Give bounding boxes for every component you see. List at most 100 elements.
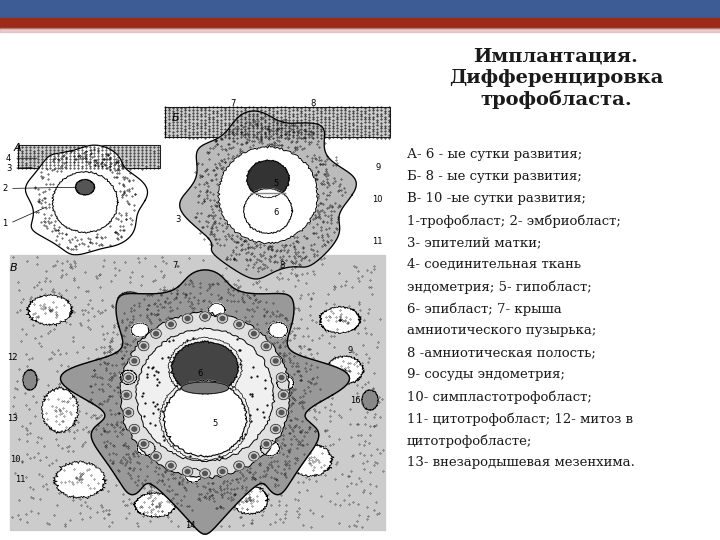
Ellipse shape [132,359,137,363]
Ellipse shape [234,461,244,470]
Ellipse shape [150,329,161,339]
Text: 3: 3 [175,214,181,224]
Text: 7: 7 [172,260,178,269]
Text: 10- симпластотрофобласт;: 10- симпластотрофобласт; [407,390,592,403]
Text: 9- сосуды эндометрия;: 9- сосуды эндометрия; [407,368,565,381]
Ellipse shape [199,312,210,321]
Text: А: А [14,143,22,153]
Ellipse shape [261,341,271,351]
Polygon shape [60,270,350,534]
Text: 8: 8 [279,260,284,269]
Ellipse shape [202,314,207,319]
Ellipse shape [248,451,259,461]
Bar [0,0,720,18]
Bar [0,28,720,32]
Ellipse shape [271,424,281,434]
Polygon shape [117,292,143,308]
Text: 7: 7 [230,98,235,107]
Ellipse shape [168,322,174,326]
Polygon shape [42,386,79,434]
Bar [0,28,392,540]
Ellipse shape [251,454,256,458]
Polygon shape [269,322,288,338]
Text: 5: 5 [212,419,217,428]
Polygon shape [184,468,202,483]
Ellipse shape [126,375,131,380]
Ellipse shape [129,424,140,434]
Text: 11- цитотрофобласт; 12- митоз в: 11- цитотрофобласт; 12- митоз в [407,412,633,426]
Polygon shape [361,390,378,410]
Ellipse shape [182,467,193,476]
Text: 8 -амниотическая полость;: 8 -амниотическая полость; [407,346,596,359]
Text: 10: 10 [372,194,382,204]
Bar [0,18,720,28]
Ellipse shape [185,469,190,474]
Ellipse shape [251,332,256,336]
Polygon shape [23,369,37,390]
Polygon shape [163,380,247,457]
Polygon shape [230,485,270,515]
Text: 11: 11 [14,475,25,484]
Bar [392,28,720,540]
Text: 9: 9 [375,163,380,172]
Text: 8: 8 [310,98,315,107]
Polygon shape [76,179,95,195]
Text: Б: Б [172,113,179,124]
Ellipse shape [264,442,269,446]
Ellipse shape [217,467,228,476]
Polygon shape [246,160,289,198]
Ellipse shape [124,393,129,397]
Ellipse shape [276,373,287,382]
Text: цитотрофобласте;: цитотрофобласте; [407,434,532,448]
Ellipse shape [199,469,210,478]
Text: 11: 11 [372,237,382,246]
Text: А- 6 - ые сутки развития;: А- 6 - ые сутки развития; [407,148,582,161]
Polygon shape [326,356,365,385]
Ellipse shape [217,314,228,323]
Text: 16: 16 [350,396,360,406]
Ellipse shape [279,375,284,380]
Text: В: В [10,263,17,273]
Ellipse shape [153,454,158,458]
Polygon shape [135,328,275,462]
Text: 1: 1 [2,219,7,228]
Text: 4: 4 [6,154,12,163]
Ellipse shape [220,316,225,321]
Ellipse shape [274,427,278,431]
Ellipse shape [276,408,287,417]
Ellipse shape [138,439,149,449]
Ellipse shape [279,410,284,415]
Text: 6- эпибласт; 7- крыша: 6- эпибласт; 7- крыша [407,302,562,315]
Ellipse shape [237,322,241,326]
Text: 12: 12 [6,353,17,362]
Polygon shape [276,376,294,391]
Polygon shape [260,440,280,456]
Ellipse shape [220,469,225,474]
Text: 13- внезародышевая мезенхима.: 13- внезародышевая мезенхима. [407,456,635,469]
Text: 2: 2 [2,184,7,193]
Text: 10: 10 [10,455,20,464]
Text: эндометрия; 5- гипобласт;: эндометрия; 5- гипобласт; [407,280,592,294]
Polygon shape [319,306,361,334]
Text: 3- эпителий матки;: 3- эпителий матки; [407,236,541,249]
Ellipse shape [150,451,161,461]
Text: 14: 14 [185,522,195,530]
Polygon shape [53,461,107,499]
Ellipse shape [185,316,190,321]
Ellipse shape [141,344,146,348]
Bar [165,107,390,137]
Text: амниотического пузырька;: амниотического пузырька; [407,324,596,337]
Ellipse shape [281,393,286,397]
Ellipse shape [274,359,278,363]
Ellipse shape [153,332,158,336]
Ellipse shape [271,356,281,366]
Text: 5: 5 [273,179,278,187]
Ellipse shape [132,427,137,431]
Ellipse shape [278,390,289,400]
Text: 3: 3 [6,164,12,173]
Ellipse shape [166,461,176,470]
Ellipse shape [126,410,131,415]
Polygon shape [243,188,293,234]
Text: 9: 9 [347,346,353,355]
Polygon shape [133,492,176,518]
